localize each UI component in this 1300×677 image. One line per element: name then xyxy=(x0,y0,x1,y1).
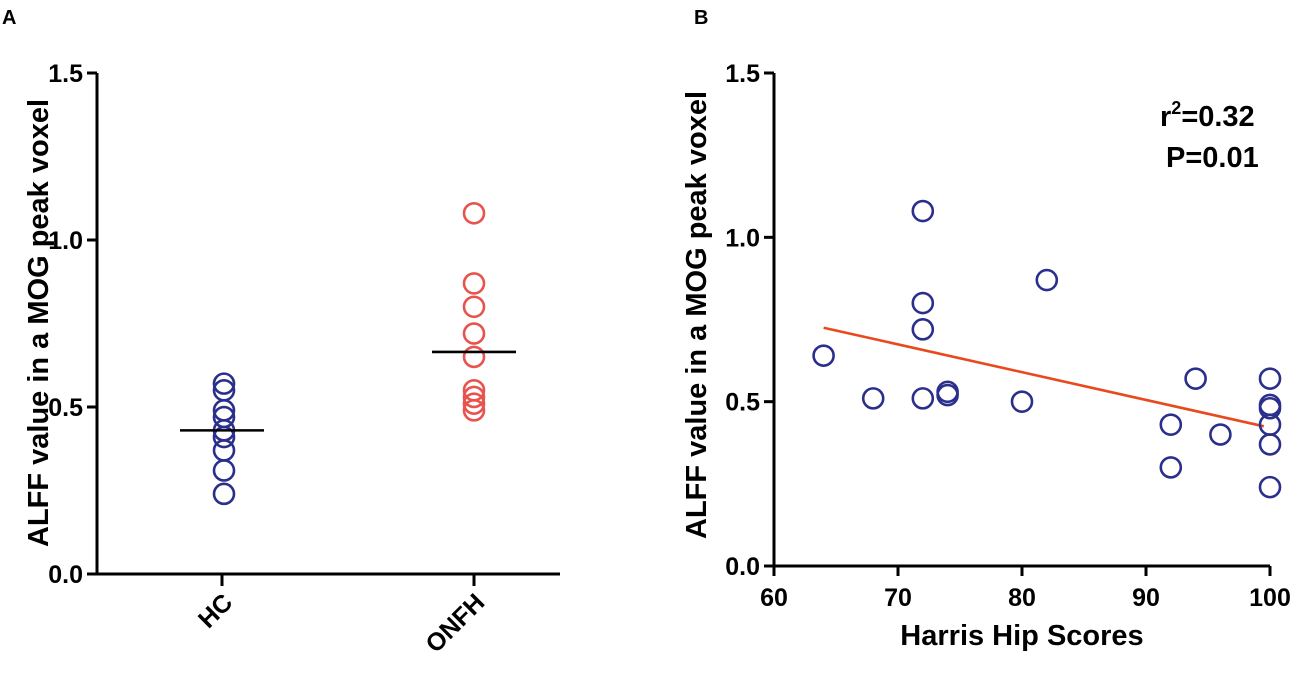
panel-a-y-ticks: 0.0 0.5 1.0 1.5 xyxy=(48,60,97,589)
panel-b-y-tick-label: 0.5 xyxy=(725,389,760,417)
panel-a-data-point xyxy=(462,322,486,345)
panel-b-x-tick-label: 100 xyxy=(1249,584,1291,612)
panel-b-y-axis-label: ALFF value in a MOG peak voxel xyxy=(681,91,713,539)
panel-b-data-point xyxy=(1035,268,1059,292)
panel-a-y-axis-label: ALFF value in a MOG peak voxel xyxy=(23,99,55,547)
panel-a-data-point xyxy=(212,425,236,449)
panel-a-y-tick-label: 1.5 xyxy=(48,60,83,88)
panel-a: A ALFF value in a MOG peak voxel 0.0 0.5 1… xyxy=(2,7,560,658)
panel-b-data-point xyxy=(1159,456,1183,479)
panel-b-data-point xyxy=(812,344,835,367)
r-squared-annotation: r2=0.32 xyxy=(1160,98,1255,133)
panel-a-data-point xyxy=(212,372,236,395)
panel-b-data-point xyxy=(1258,475,1282,499)
panel-a-means xyxy=(180,350,516,432)
panel-a-data-point xyxy=(462,399,486,422)
panel-a-data-point xyxy=(462,385,486,409)
panel-a-category-label: ONFH xyxy=(420,588,490,658)
panel-b-fit-line-group xyxy=(823,326,1265,428)
panel-a-x-ticks: HC ONFH xyxy=(193,574,490,658)
panel-a-y-tick-label: 1.0 xyxy=(48,227,83,255)
r-squared-value: =0.32 xyxy=(1181,101,1254,133)
panel-b-data-point xyxy=(1258,367,1282,390)
panel-b-y-tick-label: 0.0 xyxy=(725,553,760,581)
panel-b-y-ticks: 0.0 0.5 1.0 1.5 xyxy=(725,60,774,581)
r-squared-superscript: 2 xyxy=(1171,98,1181,118)
panel-a-category-label: HC xyxy=(193,588,238,633)
panel-b-x-tick-label: 90 xyxy=(1132,584,1160,612)
panel-b: B ALFF value in a MOG peak voxel Harris … xyxy=(681,7,1291,652)
regression-line xyxy=(823,326,1265,428)
panel-b-y-tick-label: 1.5 xyxy=(725,60,760,88)
panel-b-data-point xyxy=(911,387,935,410)
panel-b-data-point xyxy=(1258,433,1282,456)
panel-b-data-point xyxy=(1258,396,1282,420)
panel-a-points xyxy=(212,201,486,506)
panel-b-data-point xyxy=(1010,390,1034,413)
panel-a-y-tick-label: 0.5 xyxy=(48,394,83,422)
panel-a-data-point xyxy=(462,201,486,225)
panel-b-x-ticks: 60 70 80 90 100 xyxy=(760,566,1291,612)
panel-b-x-axis-label: Harris Hip Scores xyxy=(900,620,1143,652)
panel-a-data-point xyxy=(462,272,486,295)
panel-b-data-point xyxy=(911,199,935,223)
panel-a-data-point xyxy=(212,459,236,482)
panel-b-data-point xyxy=(911,318,935,341)
r-squared-prefix: r xyxy=(1160,101,1171,133)
panel-a-data-point xyxy=(212,439,236,462)
panel-b-data-point xyxy=(1159,413,1183,436)
p-value-annotation: P=0.01 xyxy=(1166,142,1259,174)
panel-b-x-tick-label: 70 xyxy=(884,584,912,612)
panel-a-data-point xyxy=(462,345,486,369)
panel-a-data-point xyxy=(462,392,486,415)
panel-b-data-point xyxy=(911,291,935,315)
panel-a-y-tick-label: 0.0 xyxy=(48,561,83,589)
panel-b-data-point xyxy=(1209,423,1232,446)
panel-b-data-point xyxy=(936,383,959,407)
panel-b-points xyxy=(812,199,1282,499)
panel-b-data-point xyxy=(1184,367,1207,390)
panel-a-label: A xyxy=(2,7,16,29)
panel-b-label: B xyxy=(694,7,708,29)
panel-b-y-tick-label: 1.0 xyxy=(725,224,760,252)
panel-a-data-point xyxy=(462,295,486,319)
panel-a-data-point xyxy=(212,482,236,506)
panel-b-x-tick-label: 60 xyxy=(760,584,788,612)
panel-b-x-tick-label: 80 xyxy=(1008,584,1036,612)
panel-b-data-point xyxy=(861,387,885,410)
